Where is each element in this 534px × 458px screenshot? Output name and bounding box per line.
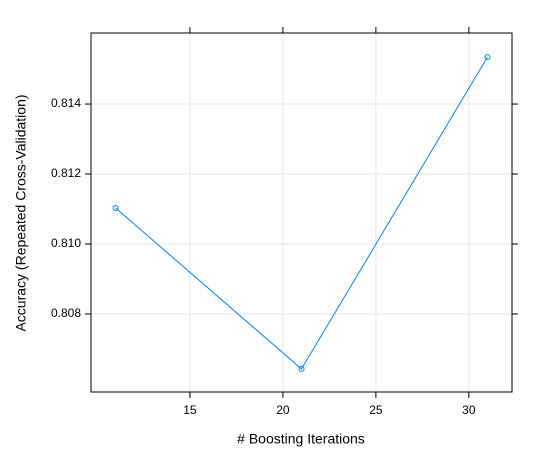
x-tick-label: 25 <box>369 403 383 417</box>
y-tick-label: 0.812 <box>51 166 81 180</box>
point <box>484 54 491 61</box>
point <box>298 365 305 372</box>
x-axis-label: # Boosting Iterations <box>237 431 365 447</box>
x-tick-label: 20 <box>276 403 290 417</box>
y-tick-label: 0.810 <box>51 236 81 250</box>
y-axis-label: Accuracy (Repeated Cross-Validation) <box>13 94 29 331</box>
plot-frame <box>90 32 513 393</box>
x-tick-label: 30 <box>462 403 476 417</box>
series-line <box>115 56 488 370</box>
x-tick-label: 15 <box>183 403 197 417</box>
y-tick-label: 0.808 <box>51 306 81 320</box>
point <box>112 204 119 211</box>
y-tick-label: 0.814 <box>51 96 81 110</box>
